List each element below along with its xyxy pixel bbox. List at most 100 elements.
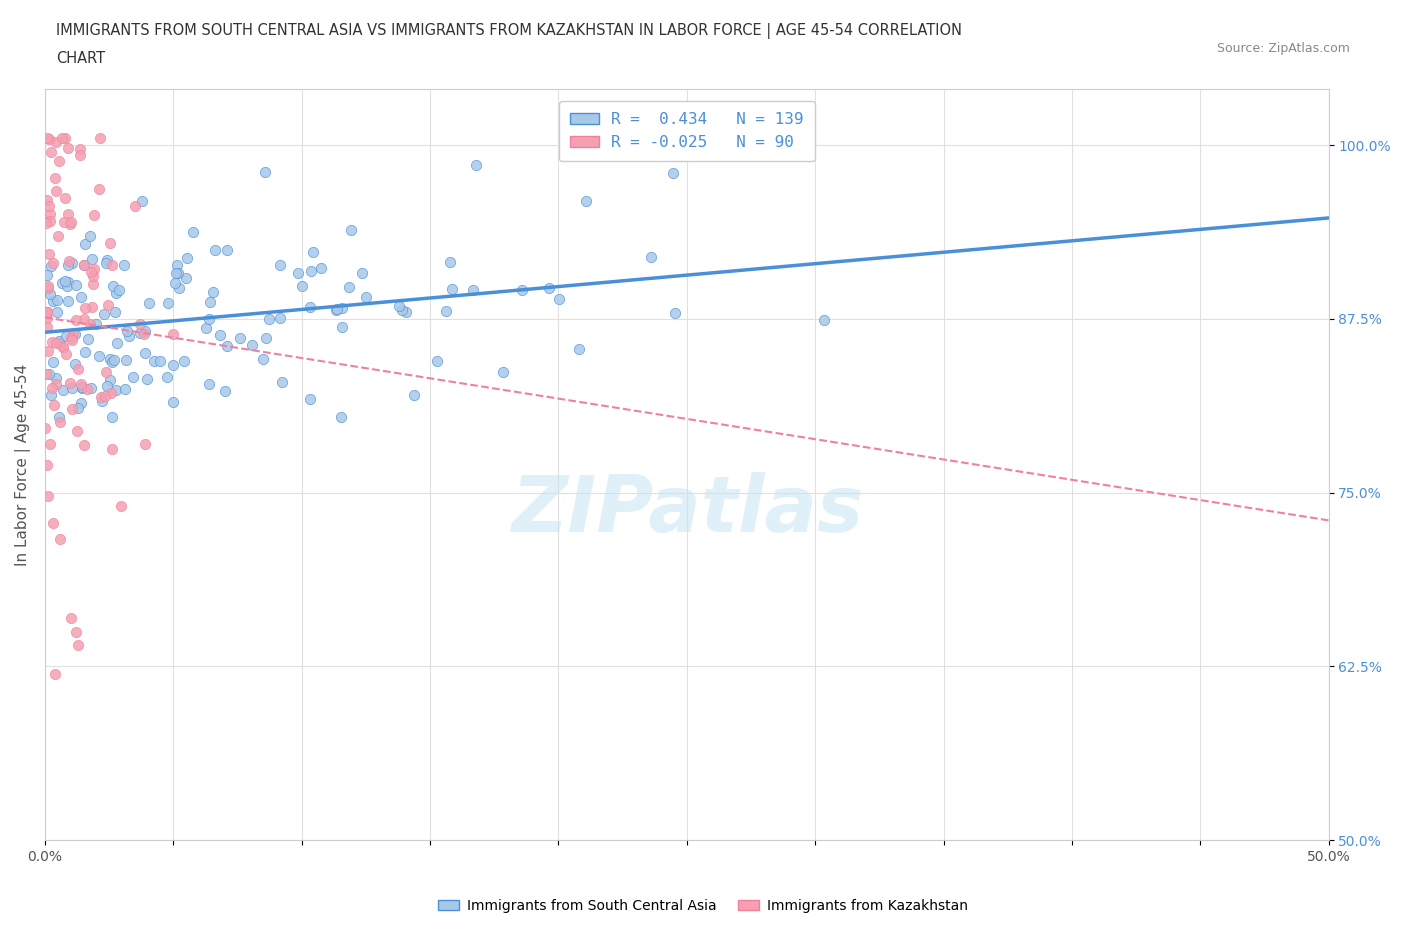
Point	[661, 166, 683, 180]
Point	[94, 389, 117, 404]
Point	[59, 376, 82, 391]
Point	[252, 352, 274, 366]
Point	[254, 165, 277, 179]
Point	[325, 302, 347, 317]
Point	[100, 386, 122, 401]
Point	[131, 194, 153, 209]
Point	[48, 410, 70, 425]
Point	[67, 362, 90, 377]
Point	[138, 296, 160, 311]
Point	[37, 304, 59, 319]
Point	[38, 366, 60, 381]
Point	[67, 400, 90, 415]
Point	[204, 243, 226, 258]
Point	[195, 321, 218, 336]
Point	[115, 324, 138, 339]
Point	[80, 251, 103, 266]
Point	[287, 265, 309, 280]
Point	[240, 338, 263, 352]
Point	[38, 437, 60, 452]
Point	[299, 392, 322, 406]
Point	[44, 171, 66, 186]
Point	[41, 335, 63, 350]
Point	[568, 341, 591, 356]
Point	[162, 326, 184, 341]
Point	[124, 198, 146, 213]
Point	[70, 376, 93, 391]
Point	[537, 280, 560, 295]
Point	[134, 324, 156, 339]
Point	[66, 638, 89, 653]
Point	[73, 345, 96, 360]
Point	[65, 624, 87, 639]
Point	[302, 245, 325, 259]
Point	[45, 376, 67, 391]
Point	[118, 329, 141, 344]
Point	[39, 259, 62, 273]
Point	[55, 191, 77, 206]
Point	[35, 130, 58, 145]
Point	[56, 206, 79, 221]
Point	[56, 258, 79, 272]
Point	[198, 295, 221, 310]
Point	[330, 300, 353, 315]
Point	[60, 215, 83, 230]
Point	[104, 382, 127, 397]
Point	[89, 130, 111, 145]
Point	[73, 437, 96, 452]
Point	[65, 312, 87, 327]
Point	[37, 343, 59, 358]
Point	[254, 331, 277, 346]
Point	[215, 243, 238, 258]
Point	[97, 298, 120, 312]
Point	[60, 610, 83, 625]
Point	[41, 381, 63, 396]
Point	[395, 305, 418, 320]
Point	[96, 253, 118, 268]
Legend: R =  0.434   N = 139, R = -0.025   N = 90: R = 0.434 N = 139, R = -0.025 N = 90	[558, 101, 815, 162]
Y-axis label: In Labor Force | Age 45-54: In Labor Force | Age 45-54	[15, 364, 31, 565]
Point	[162, 395, 184, 410]
Point	[55, 329, 77, 344]
Point	[101, 257, 124, 272]
Text: IMMIGRANTS FROM SOUTH CENTRAL ASIA VS IMMIGRANTS FROM KAZAKHSTAN IN LABOR FORCE : IMMIGRANTS FROM SOUTH CENTRAL ASIA VS IM…	[56, 23, 962, 39]
Legend: Immigrants from South Central Asia, Immigrants from Kazakhstan: Immigrants from South Central Asia, Immi…	[433, 894, 973, 919]
Point	[70, 396, 93, 411]
Point	[135, 371, 157, 386]
Point	[41, 255, 63, 270]
Point	[163, 275, 186, 290]
Point	[156, 370, 179, 385]
Point	[52, 382, 75, 397]
Point	[105, 336, 128, 351]
Point	[201, 285, 224, 299]
Point	[114, 382, 136, 397]
Point	[45, 336, 67, 351]
Point	[86, 316, 108, 331]
Point	[434, 304, 457, 319]
Point	[90, 390, 112, 405]
Point	[101, 442, 124, 457]
Point	[46, 229, 69, 244]
Point	[79, 316, 101, 331]
Point	[38, 286, 60, 301]
Point	[134, 326, 156, 341]
Point	[439, 254, 461, 269]
Point	[42, 397, 65, 412]
Point	[330, 319, 353, 334]
Point	[35, 320, 58, 335]
Point	[80, 380, 103, 395]
Point	[38, 246, 60, 261]
Point	[166, 265, 188, 280]
Point	[42, 354, 65, 369]
Point	[38, 199, 60, 214]
Point	[492, 365, 515, 379]
Point	[37, 279, 59, 294]
Point	[58, 253, 80, 268]
Point	[87, 349, 110, 364]
Point	[96, 256, 118, 271]
Point	[45, 371, 67, 386]
Point	[39, 388, 62, 403]
Point	[209, 328, 232, 343]
Point	[166, 258, 188, 272]
Point	[35, 305, 58, 320]
